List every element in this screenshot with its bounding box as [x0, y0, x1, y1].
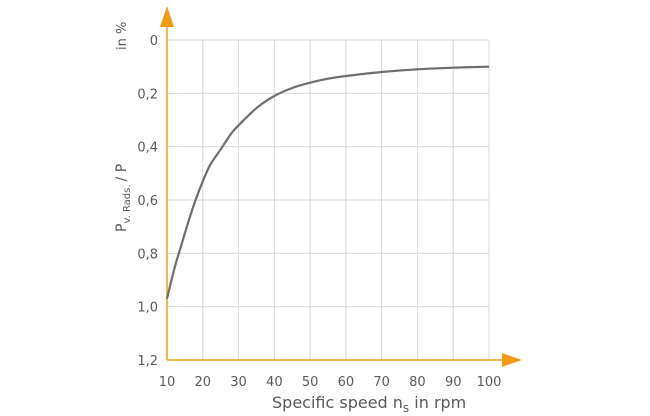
y-tick-label: 0,8 — [137, 247, 158, 262]
y-tick-label: 0,2 — [137, 87, 158, 102]
x-axis-arrow — [502, 353, 522, 367]
x-tick-label: 90 — [445, 375, 462, 390]
x-axis — [167, 353, 522, 367]
y-tick-label: 1,0 — [137, 301, 158, 316]
series-curve — [165, 65, 490, 299]
x-tick-labels: 10 20 30 40 50 60 70 80 90 100 — [159, 375, 502, 390]
y-tick-label: 0,6 — [137, 194, 158, 209]
y-axis — [160, 6, 174, 360]
x-tick-label: 100 — [477, 375, 502, 390]
x-tick-label: 60 — [338, 375, 355, 390]
y-tick-labels: 0 0,2 0,4 0,6 0,8 1,0 1,2 — [137, 34, 158, 369]
x-tick-label: 50 — [302, 375, 319, 390]
grid-lines — [167, 39, 490, 360]
y-tick-label: 1,2 — [137, 354, 158, 369]
y-axis-label: Pv. Rads./ P — [114, 164, 133, 232]
x-tick-label: 20 — [195, 375, 212, 390]
x-tick-label: 40 — [266, 375, 283, 390]
x-tick-label: 70 — [373, 375, 390, 390]
y-tick-label: 0 — [150, 34, 158, 49]
x-tick-label: 80 — [409, 375, 426, 390]
x-tick-label: 10 — [159, 375, 176, 390]
y-tick-label: 0,4 — [137, 141, 158, 156]
y-axis-arrow — [160, 6, 174, 27]
y-unit-label: in % — [115, 22, 130, 50]
x-tick-label: 30 — [230, 375, 247, 390]
x-axis-label: Specific speed ns in rpm — [272, 393, 466, 415]
